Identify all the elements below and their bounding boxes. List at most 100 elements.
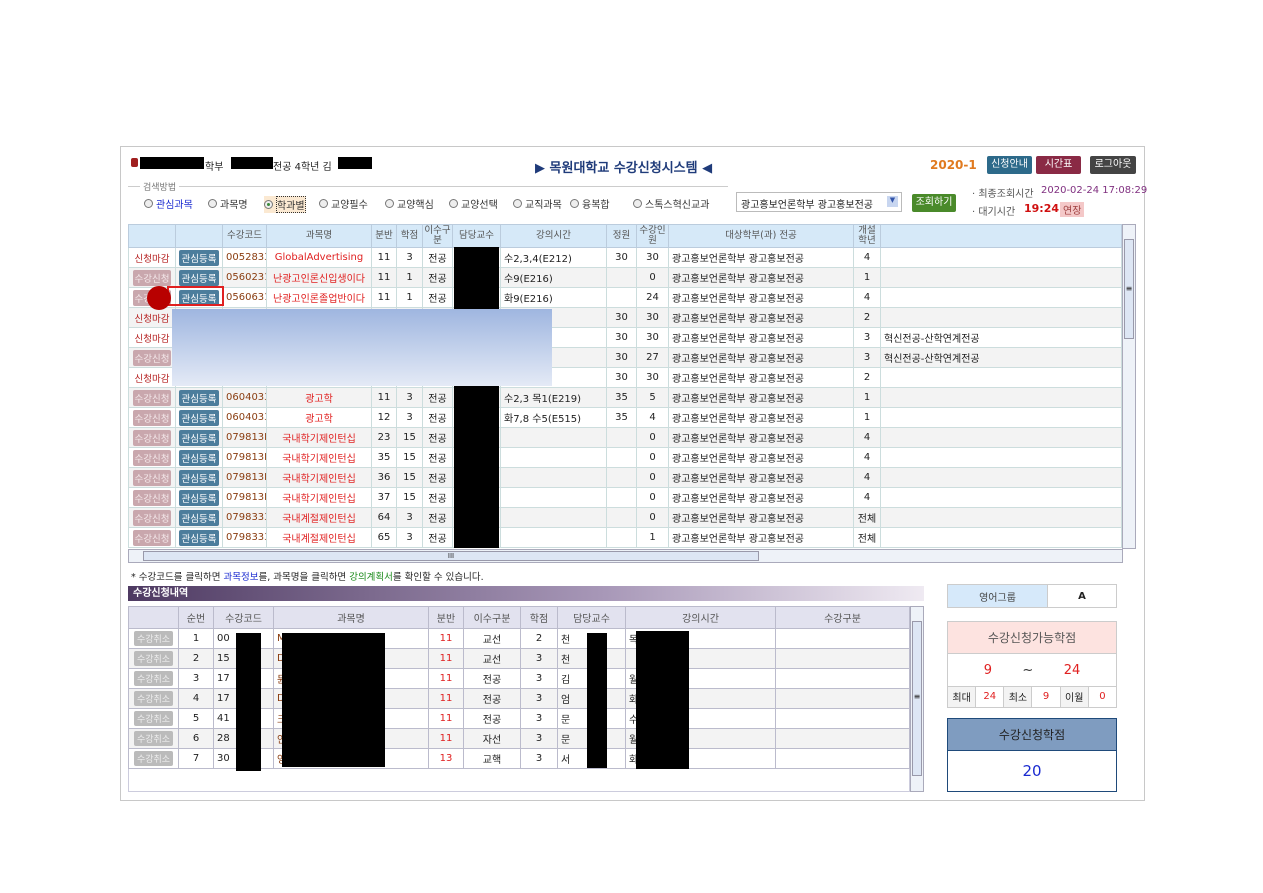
section-cell[interactable]: 난광고인론졸업반이다 xyxy=(266,287,372,308)
add-favorite-button[interactable]: 관심등록 xyxy=(178,449,220,466)
radio-7[interactable]: 융복합 xyxy=(570,196,610,211)
radio-8[interactable]: 스톡스혁신교과 xyxy=(633,196,709,211)
horizontal-scrollbar[interactable]: III xyxy=(128,549,1123,563)
apply-button[interactable]: 수강신청 xyxy=(132,529,172,546)
credits-cell: 23 xyxy=(371,427,397,448)
apply-button[interactable]: 수강신청 xyxy=(132,449,172,466)
scroll-thumb[interactable]: ≡ xyxy=(1124,239,1134,339)
section-cell[interactable]: 광고학 xyxy=(266,387,372,408)
apply-button[interactable]: 수강신청 xyxy=(132,469,172,486)
course-name-cell[interactable]: 0560631 xyxy=(222,287,267,308)
category-cell: 교핵 xyxy=(463,748,521,769)
section-cell[interactable]: 광고학 xyxy=(266,407,372,428)
extend-button[interactable]: 연장 xyxy=(1060,202,1085,217)
course-info-link[interactable]: 과목정보 xyxy=(223,572,259,583)
radio-button-icon[interactable] xyxy=(633,199,642,208)
target-major-cell: 광고홍보언론학부 광고홍보전공 xyxy=(668,447,854,468)
radio-1[interactable]: 과목명 xyxy=(208,196,248,211)
course-name-cell[interactable]: 0604033 xyxy=(222,407,267,428)
add-favorite-button[interactable]: 관심등록 xyxy=(178,409,220,426)
section-cell[interactable]: 국내계절제인턴십 xyxy=(266,527,372,548)
section-cell[interactable]: 국내학기제인턴십 xyxy=(266,467,372,488)
radio-button-icon[interactable] xyxy=(208,199,217,208)
add-favorite-button[interactable]: 관심등록 xyxy=(178,389,220,406)
timetable-button[interactable]: 시간표 xyxy=(1036,156,1081,174)
vertical-scrollbar[interactable]: ≡ xyxy=(1122,224,1136,549)
target-major-cell: 광고홍보언론학부 광고홍보전공 xyxy=(668,307,854,328)
scroll-thumb[interactable]: ≡ xyxy=(912,621,922,776)
apply-button[interactable]: 수강신청 xyxy=(132,409,172,426)
cancel-button[interactable]: 수강취소 xyxy=(133,731,174,746)
section-cell[interactable]: 국내학기제인턴십 xyxy=(266,447,372,468)
course-name-cell[interactable]: 0052833 xyxy=(222,247,267,268)
logout-button[interactable]: 로그아웃 xyxy=(1090,156,1136,174)
section-cell[interactable]: 국내계절제인턴십 xyxy=(266,507,372,528)
credits-cell: 36 xyxy=(371,467,397,488)
apply-button[interactable]: 수강신청 xyxy=(132,429,172,446)
notice-prefix: * 수강코드를 클릭하면 xyxy=(131,572,224,583)
radio-button-icon[interactable] xyxy=(570,199,579,208)
apply-button[interactable]: 수강신청 xyxy=(132,509,172,526)
add-favorite-button[interactable]: 관심등록 xyxy=(178,249,220,266)
major-suffix: 전공 4학년 김 xyxy=(273,162,332,173)
radio-button-icon[interactable] xyxy=(319,199,328,208)
radio-6[interactable]: 교직과목 xyxy=(513,196,562,211)
add-favorite-button[interactable]: 관심등록 xyxy=(178,489,220,506)
course-name-cell[interactable]: 079813F xyxy=(222,427,267,448)
remarks-cell xyxy=(880,367,1122,388)
course-name-cell[interactable]: 079813F xyxy=(222,487,267,508)
radio-button-icon[interactable] xyxy=(264,200,273,209)
add-favorite-button[interactable]: 관심등록 xyxy=(178,509,220,526)
grade-year-cell: 4 xyxy=(853,287,881,308)
add-favorite-button[interactable]: 관심등록 xyxy=(178,269,220,286)
enrolled-scrollbar[interactable]: ≡ xyxy=(910,606,924,792)
cancel-button[interactable]: 수강취소 xyxy=(133,691,174,706)
radio-button-icon[interactable] xyxy=(513,199,522,208)
course-name-cell[interactable]: 0604033 xyxy=(222,387,267,408)
course-name-cell[interactable]: 079813F xyxy=(222,467,267,488)
section-cell[interactable]: 국내학기제인턴십 xyxy=(266,427,372,448)
section-cell[interactable]: 국내학기제인턴십 xyxy=(266,487,372,508)
course-name-cell[interactable]: 0798333 xyxy=(222,527,267,548)
section-cell[interactable]: GlobalAdvertising xyxy=(266,247,372,268)
status-cell: 수강신청 xyxy=(128,427,176,448)
guide-button[interactable]: 신청안내 xyxy=(987,156,1032,174)
radio-0[interactable]: 관심과목 xyxy=(144,196,193,211)
course-name-cell[interactable]: 079813F xyxy=(222,447,267,468)
radio-button-icon[interactable] xyxy=(449,199,458,208)
radio-5[interactable]: 교양선택 xyxy=(449,196,498,211)
syllabus-link[interactable]: 강의계획서 xyxy=(349,572,393,583)
search-button[interactable]: 조회하기 xyxy=(912,194,956,212)
column-header: 개설학년 xyxy=(853,224,881,248)
dept-select[interactable]: 광고홍보언론학부 광고홍보전공 ▼ xyxy=(736,192,902,212)
apply-button[interactable]: 수강신청 xyxy=(132,349,172,366)
radio-button-icon[interactable] xyxy=(385,199,394,208)
cancel-button[interactable]: 수강취소 xyxy=(133,751,174,766)
radio-3[interactable]: 교양필수 xyxy=(319,196,368,211)
target-major-cell: 광고홍보언론학부 광고홍보전공 xyxy=(668,327,854,348)
apply-button[interactable]: 수강신청 xyxy=(132,389,172,406)
column-header xyxy=(128,606,179,629)
capacity-cell: 30 xyxy=(606,307,637,328)
section-cell[interactable]: 난광고인론신입생이다 xyxy=(266,267,372,288)
credits-cell: 11 xyxy=(371,267,397,288)
add-favorite-button[interactable]: 관심등록 xyxy=(178,529,220,546)
hscroll-thumb[interactable]: III xyxy=(143,551,759,561)
add-favorite-button[interactable]: 관심등록 xyxy=(178,289,220,306)
cancel-button[interactable]: 수강취소 xyxy=(133,711,174,726)
radio-2[interactable]: 학과별 xyxy=(264,196,306,213)
column-header: 수강인원 xyxy=(636,224,669,248)
course-name-cell[interactable]: 0798333 xyxy=(222,507,267,528)
add-favorite-button[interactable]: 관심등록 xyxy=(178,469,220,486)
radio-4[interactable]: 교양핵심 xyxy=(385,196,434,211)
cancel-button[interactable]: 수강취소 xyxy=(133,651,174,666)
course-name-cell[interactable]: 0560231 xyxy=(222,267,267,288)
cancel-button[interactable]: 수강취소 xyxy=(133,631,174,646)
cancel-button[interactable]: 수강취소 xyxy=(133,671,174,686)
column-header xyxy=(175,224,223,248)
apply-button[interactable]: 수강신청 xyxy=(132,489,172,506)
total-credits-value: 20 xyxy=(1022,762,1042,780)
apply-button[interactable]: 수강신청 xyxy=(132,269,172,286)
add-favorite-button[interactable]: 관심등록 xyxy=(178,429,220,446)
radio-button-icon[interactable] xyxy=(144,199,153,208)
